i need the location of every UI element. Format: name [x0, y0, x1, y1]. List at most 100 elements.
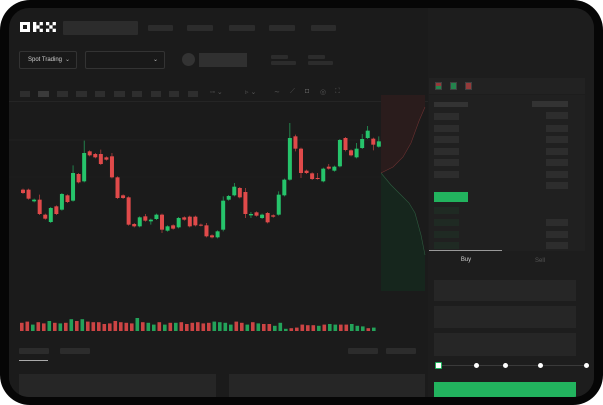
candle[interactable] — [43, 214, 48, 219]
bid-price[interactable] — [434, 207, 459, 214]
candle[interactable] — [176, 218, 181, 228]
view-both-icon[interactable] — [435, 82, 442, 90]
candlestick-chart[interactable] — [9, 102, 429, 332]
line-icon[interactable]: ∼ — [274, 89, 280, 96]
ask-price[interactable] — [434, 148, 459, 155]
tab-sell[interactable]: Sell — [534, 258, 545, 264]
candle[interactable] — [349, 150, 354, 156]
candle[interactable] — [365, 130, 370, 138]
candle[interactable] — [171, 225, 176, 229]
ask-price[interactable] — [434, 171, 459, 178]
nav-item-3[interactable] — [229, 25, 255, 31]
timeframe-9[interactable] — [169, 91, 179, 97]
candle[interactable] — [109, 156, 114, 178]
candle[interactable] — [48, 208, 53, 222]
candle[interactable] — [59, 194, 64, 210]
pair-dropdown[interactable]: ⌄ — [85, 51, 165, 69]
candle[interactable] — [248, 214, 253, 216]
camera-icon[interactable]: ◘ — [305, 88, 310, 95]
timeframe-7[interactable] — [132, 91, 142, 97]
candle[interactable] — [310, 173, 315, 179]
candle[interactable] — [315, 178, 320, 179]
filter-button[interactable] — [348, 348, 378, 354]
candle[interactable] — [148, 219, 153, 222]
candle[interactable] — [82, 153, 87, 182]
amount-input[interactable] — [434, 306, 576, 328]
candle[interactable] — [160, 214, 164, 230]
bid-price[interactable] — [434, 219, 459, 226]
candle[interactable] — [182, 217, 187, 220]
candle[interactable] — [37, 199, 42, 214]
buy-button[interactable] — [434, 382, 576, 397]
bid-price[interactable] — [434, 242, 459, 249]
candle[interactable] — [132, 224, 137, 227]
market-dropdown[interactable]: Spot Trading ⌄ — [19, 51, 77, 69]
ask-price[interactable] — [434, 113, 459, 120]
candle[interactable] — [232, 186, 237, 196]
candle[interactable] — [98, 154, 103, 164]
candle[interactable] — [165, 226, 170, 231]
candle[interactable] — [21, 189, 25, 193]
candle[interactable] — [143, 216, 148, 221]
candle[interactable] — [71, 173, 76, 201]
candle[interactable] — [215, 231, 220, 238]
candle[interactable] — [221, 200, 226, 230]
slider-stop-100[interactable] — [584, 363, 589, 368]
candle[interactable] — [198, 224, 203, 226]
candle[interactable] — [87, 151, 92, 156]
timeframe-10[interactable] — [188, 91, 198, 97]
view-asks-icon[interactable] — [465, 82, 472, 90]
view-bids-icon[interactable] — [450, 82, 457, 90]
slider-stop-75[interactable] — [538, 363, 543, 368]
candle[interactable] — [121, 195, 126, 198]
ask-price[interactable] — [434, 125, 459, 132]
okx-logo[interactable] — [20, 22, 58, 33]
search-placeholder[interactable] — [63, 21, 138, 35]
candle[interactable] — [65, 195, 70, 202]
candle[interactable] — [260, 214, 265, 218]
candle[interactable] — [93, 154, 98, 158]
candle[interactable] — [332, 166, 337, 171]
timeframe-2[interactable] — [38, 91, 49, 97]
candle[interactable] — [115, 177, 120, 198]
candle[interactable] — [360, 139, 365, 148]
candle[interactable] — [32, 199, 37, 202]
candle[interactable] — [54, 206, 59, 214]
candle[interactable] — [304, 170, 309, 173]
fullscreen-icon[interactable]: ⛶ — [335, 88, 340, 95]
slider-stop-50[interactable] — [503, 363, 508, 368]
history-button[interactable] — [386, 348, 416, 354]
settings-icon[interactable]: ◎ — [320, 89, 327, 96]
candle[interactable] — [354, 148, 359, 158]
candle[interactable] — [76, 174, 81, 183]
candle[interactable] — [254, 212, 259, 216]
candle[interactable] — [26, 189, 31, 199]
last-price-badge[interactable] — [434, 192, 468, 202]
bid-price[interactable] — [434, 231, 459, 238]
candle[interactable] — [299, 148, 303, 173]
candle[interactable] — [204, 225, 209, 237]
total-input[interactable] — [434, 333, 576, 356]
tab-open-orders[interactable] — [19, 348, 49, 354]
tab-order-history[interactable] — [60, 348, 90, 354]
timeframe-6[interactable] — [114, 91, 125, 97]
slider-handle[interactable] — [435, 362, 442, 369]
ruler-icon[interactable]: ⟋ — [290, 88, 295, 95]
candle[interactable] — [193, 216, 198, 226]
timeframe-1[interactable] — [20, 91, 30, 97]
candle[interactable] — [321, 168, 326, 182]
candle[interactable] — [287, 138, 292, 180]
candle[interactable] — [243, 192, 248, 214]
nav-item-5[interactable] — [311, 25, 336, 31]
candle[interactable] — [154, 214, 159, 219]
candle[interactable] — [326, 166, 331, 169]
slider-stop-25[interactable] — [474, 363, 479, 368]
candle[interactable] — [104, 157, 109, 160]
nav-item-2[interactable] — [187, 25, 213, 31]
timeframe-5[interactable] — [95, 91, 105, 97]
candle[interactable] — [137, 217, 142, 227]
ask-price[interactable] — [434, 159, 459, 166]
timeframe-4[interactable] — [76, 91, 87, 97]
candle[interactable] — [371, 138, 376, 145]
candle[interactable] — [187, 216, 192, 227]
